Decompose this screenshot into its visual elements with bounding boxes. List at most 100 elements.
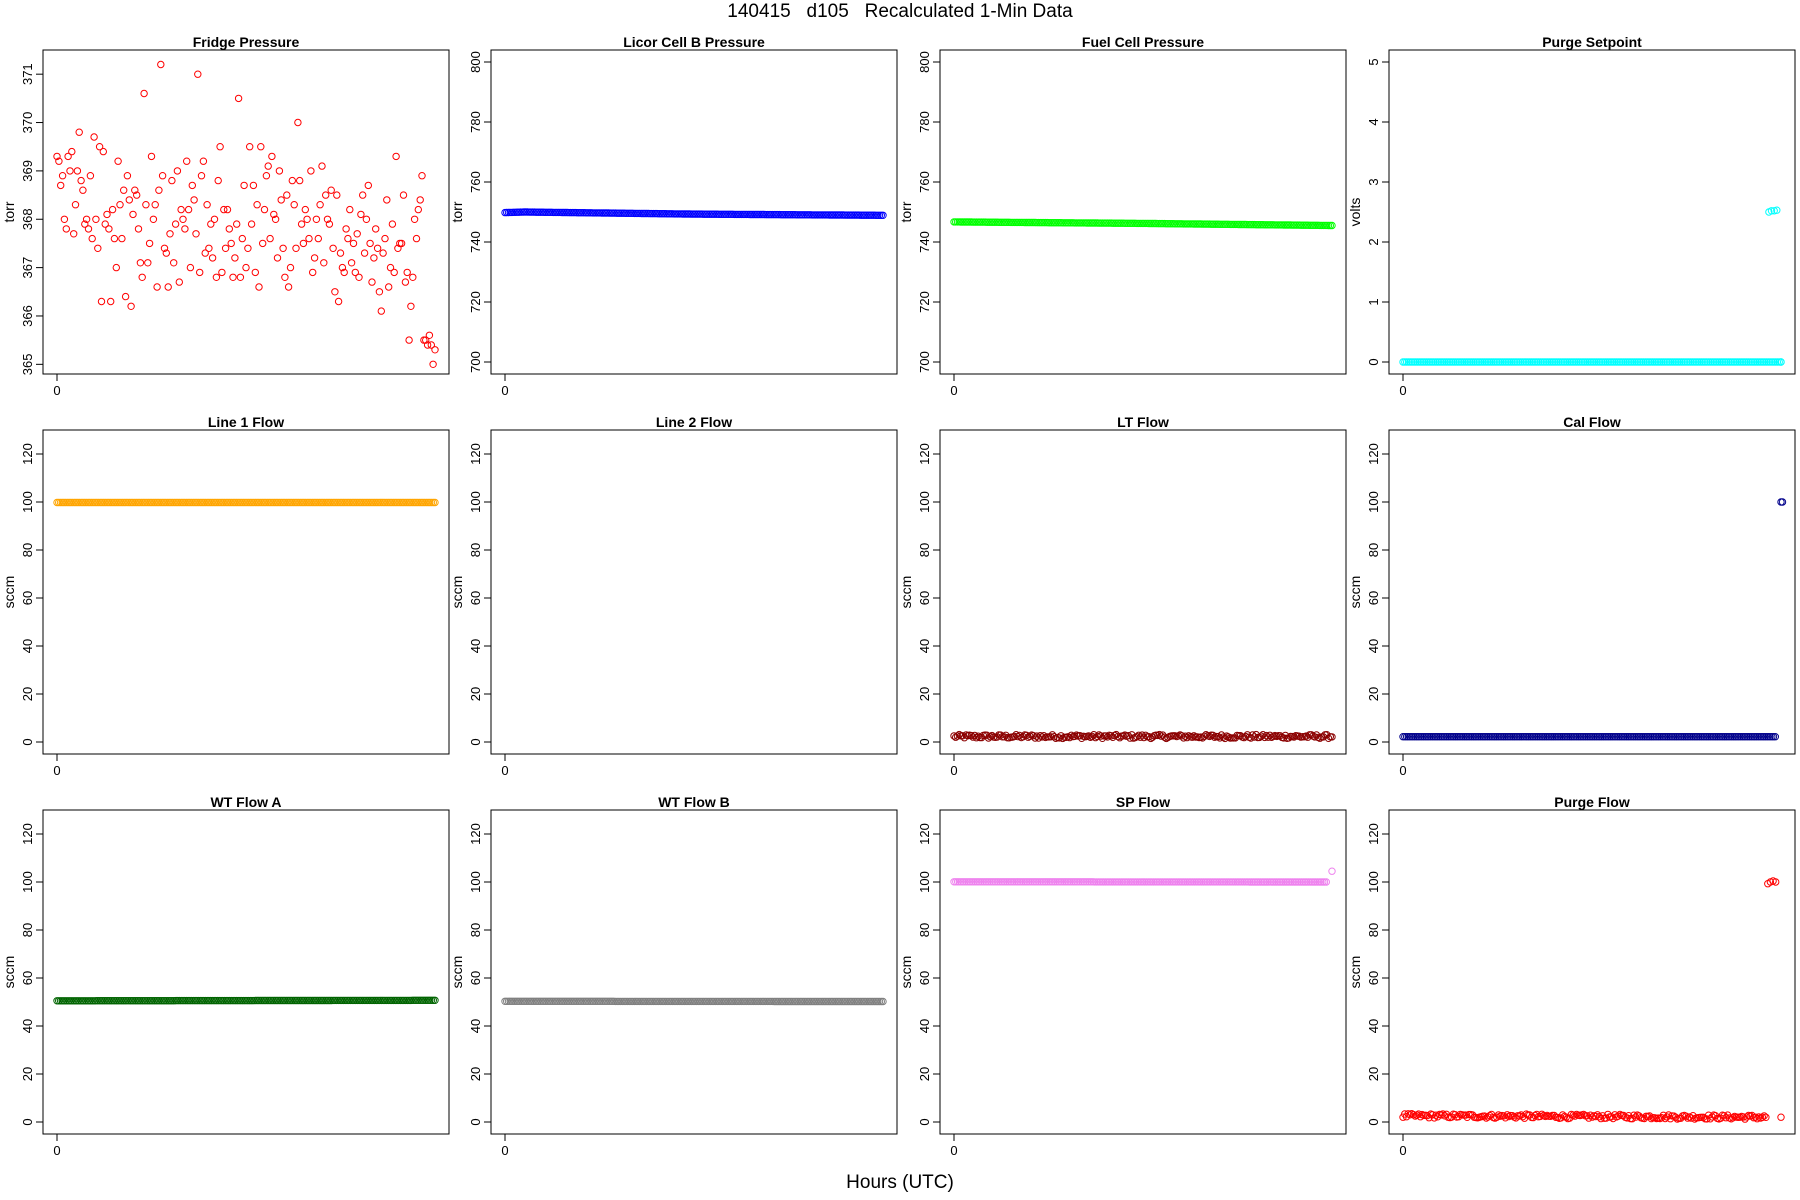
data-point [418,172,426,180]
data-point [310,254,319,262]
data-point [247,220,256,228]
data-point [196,268,204,277]
data-point [1755,1113,1763,1121]
data-point [271,215,280,224]
data-point [425,331,434,339]
y-tick-label: 40 [1366,1019,1381,1033]
data-point [71,201,80,209]
data-points [950,730,1336,743]
data-point [366,239,374,248]
data-point [1214,732,1222,741]
data-point [364,181,372,190]
data-point [264,162,272,170]
data-point [967,731,975,740]
data-point [1209,731,1217,739]
y-tick-label: 40 [468,1019,483,1033]
data-point [1586,1111,1595,1119]
data-point [1136,733,1145,741]
data-point [112,263,121,272]
data-point [349,239,358,248]
data-point [1461,1111,1470,1119]
data-point [151,201,159,209]
y-tick-label: 60 [20,591,35,605]
data-point [70,230,78,238]
data-point [1324,734,1333,742]
data-point [1257,732,1265,740]
data-point [1493,1113,1501,1121]
figure-title: 140415 d105 Recalculated 1-Min Data [727,1,1073,22]
x-tick-label: 0 [950,763,957,778]
data-point [1413,1111,1421,1119]
panel-title: Purge Flow [1554,794,1630,810]
plot-frame [490,49,898,375]
data-point [238,234,247,243]
data-point [1723,358,1731,366]
data-point [296,176,304,185]
data-point [79,186,87,194]
data-point [346,205,354,214]
data-point [177,205,185,214]
data-point [259,239,267,248]
y-tick-label: 80 [20,543,35,557]
data-point [283,191,291,199]
data-point [208,254,217,262]
y-tick-label: 40 [917,639,932,653]
data-point [108,205,117,214]
data-point [268,152,276,161]
data-points [1399,206,1785,366]
data-point [273,254,282,262]
y-tick-label: 5 [1366,58,1381,65]
data-point [1202,731,1210,739]
data-point [57,181,65,190]
y-tick-label: 80 [917,543,932,557]
y-tick-label: 120 [917,443,932,465]
data-point [118,234,126,243]
y-tick-label: 80 [468,923,483,937]
y-tick-label: 120 [20,823,35,845]
data-point [1302,732,1310,740]
data-point [81,220,89,228]
data-point [1285,734,1293,742]
data-point [301,205,309,214]
y-tick-label: 780 [468,111,483,133]
data-point [1744,358,1753,366]
data-point [1583,1112,1591,1120]
x-axis-label: Hours (UTC) [846,1172,954,1193]
data-point [166,230,174,238]
y-tick-label: 0 [20,1118,35,1125]
data-point [1663,1113,1671,1121]
data-point [1571,1112,1579,1120]
data-point [386,263,395,272]
data-point [1221,734,1229,743]
y-tick-label: 20 [468,1067,483,1081]
data-point [340,268,348,277]
data-point [53,152,61,161]
data-point [95,143,104,151]
data-point [1022,731,1031,739]
data-point [188,181,197,190]
data-point [171,220,180,228]
y-tick-label: 20 [20,1067,35,1081]
panel-10: WT Flow B 0 20 40 60 80 100 120 sccm 0 [449,794,898,1158]
data-point [123,172,132,180]
data-point [138,273,146,281]
y-tick-label: 368 [20,208,35,230]
data-point [94,244,102,253]
data-point [1071,732,1079,740]
panel-title: SP Flow [1116,794,1170,810]
y-axis-label: volts [1347,198,1363,227]
y-tick-label: 100 [1366,491,1381,513]
data-point [162,249,171,257]
data-point [229,273,237,281]
data-point [1026,732,1034,740]
data-point [342,225,350,233]
data-point [1451,1111,1459,1119]
data-point [359,191,367,199]
data-point [140,89,148,98]
data-point [383,196,391,204]
data-point [164,283,172,291]
data-point [144,259,152,267]
data-point [972,734,981,742]
data-point [303,215,311,224]
